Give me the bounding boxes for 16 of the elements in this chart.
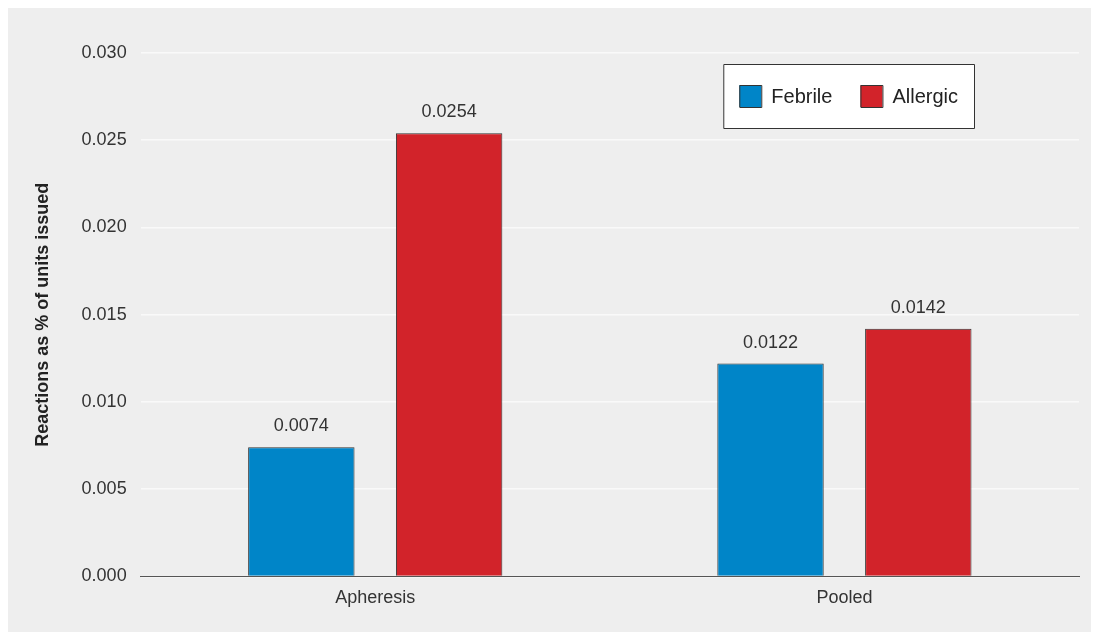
text: 0.025 (81, 129, 127, 150)
text: 0.030 (81, 41, 127, 62)
data-label: 0.0142 (890, 296, 946, 317)
text: 0.020 (81, 216, 127, 237)
data-label: 0.0074 (273, 415, 329, 436)
x-tick-label: Apheresis (335, 587, 416, 608)
data-label: 0.0122 (742, 331, 799, 352)
x-tick-label: Pooled (816, 587, 873, 608)
y-axis-title: Reactions as % of units issued (31, 182, 52, 447)
text: 0.000 (81, 565, 127, 586)
text: 0.015 (81, 303, 127, 324)
legend-label: Allergic (892, 84, 958, 107)
text: 0.005 (81, 478, 127, 499)
legend-label: Febrile (771, 84, 833, 107)
text: 0.010 (81, 390, 127, 411)
data-label: 0.0254 (421, 101, 477, 122)
